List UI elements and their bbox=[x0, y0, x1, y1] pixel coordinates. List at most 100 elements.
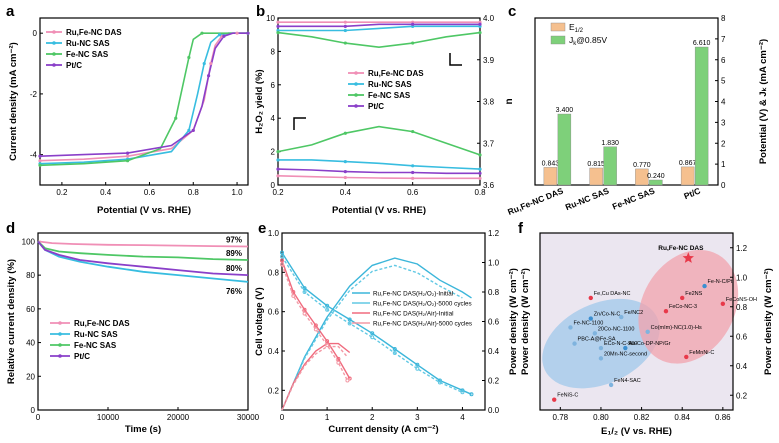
series-point bbox=[276, 150, 280, 154]
legend-marker bbox=[354, 71, 358, 75]
x-tick-label: 0.82 bbox=[634, 413, 650, 422]
y-tick-label: 1.0 bbox=[268, 229, 280, 238]
series-point bbox=[276, 174, 280, 178]
legend-marker bbox=[354, 82, 358, 86]
series-line-3 bbox=[39, 32, 248, 157]
series-point bbox=[343, 175, 347, 180]
series-point bbox=[313, 327, 318, 332]
x-tick-label: 0.84 bbox=[674, 413, 690, 422]
series-point bbox=[478, 167, 482, 171]
y-tick-label: 60 bbox=[26, 305, 35, 314]
y-tick-label: 0 bbox=[271, 181, 276, 190]
x-tick-label: 20000 bbox=[167, 413, 190, 422]
series-point bbox=[325, 307, 330, 312]
series-point bbox=[38, 163, 42, 167]
x-tick-label: 0 bbox=[280, 413, 285, 422]
legend-label: Ru,Fe-NC DAS bbox=[368, 69, 424, 78]
series-point bbox=[202, 61, 206, 66]
series-point bbox=[38, 159, 42, 163]
x-tick-label: 4 bbox=[460, 413, 465, 422]
legend-label: Ru,Fe-NC DAS(H₂/O₂)-Initial bbox=[373, 291, 453, 298]
series-point bbox=[325, 339, 330, 344]
series-point bbox=[276, 167, 280, 171]
n-line-3 bbox=[278, 23, 480, 28]
point-label: Au-Co-DP-NP/Gr bbox=[628, 341, 670, 347]
series-point bbox=[415, 366, 420, 371]
y-tick-label: 0.0 bbox=[488, 406, 500, 415]
series-point bbox=[415, 362, 420, 367]
series-point bbox=[343, 160, 347, 164]
retention-label: 80% bbox=[226, 264, 242, 273]
panel-a-frame bbox=[39, 17, 249, 186]
series-point bbox=[370, 335, 375, 340]
x-tick-label: 2 bbox=[370, 413, 375, 422]
y-tick-label: 5 bbox=[721, 77, 726, 86]
series-point bbox=[125, 159, 130, 163]
point-label: FeCoNS-OH bbox=[726, 297, 757, 303]
series-point bbox=[291, 293, 296, 298]
series-point bbox=[280, 254, 284, 259]
point-label: 20Mn-NC-second bbox=[604, 351, 647, 357]
series-point bbox=[411, 41, 415, 45]
legend-label: Ru-NC SAS bbox=[66, 39, 110, 48]
legend-marker bbox=[354, 93, 358, 97]
series-point bbox=[336, 360, 341, 365]
x-axis-label: Potential (V vs. RHE) bbox=[332, 205, 426, 216]
y-tick-label: 1.0 bbox=[736, 273, 748, 282]
y-tick-label: 3 bbox=[721, 118, 726, 127]
series-line-2 bbox=[39, 32, 248, 167]
bar-1-0 bbox=[557, 113, 572, 186]
series-point bbox=[336, 356, 341, 361]
legend-label: Ru-NC SAS bbox=[74, 330, 118, 339]
point-label: Fe,Cu DAs-NC bbox=[594, 291, 631, 297]
series-point bbox=[280, 258, 284, 263]
series-point bbox=[469, 392, 474, 397]
legend-label: Pt/C bbox=[66, 61, 82, 70]
series-point bbox=[343, 131, 347, 135]
x-axis-label: Current density (A cm⁻²) bbox=[328, 424, 438, 435]
panel-e: e 0 1 2 3 4 0.2 0.4 0.6 0.8 1.0 0.0 0.2 0.4 0.6 0.8 1.0 1… bbox=[254, 220, 519, 435]
y-tick-label: 0 bbox=[33, 29, 38, 38]
y-tick-label: 0.4 bbox=[268, 347, 280, 356]
series-point bbox=[209, 61, 213, 66]
series-point bbox=[302, 286, 307, 291]
stability-line-2 bbox=[37, 240, 249, 261]
legend-label: Jk@0.85V bbox=[569, 35, 607, 47]
voltage-line-1 bbox=[281, 256, 463, 393]
x-tick-label: 1.0 bbox=[231, 188, 243, 197]
series-point bbox=[276, 158, 280, 162]
series-point bbox=[191, 128, 195, 132]
legend-subscript: k bbox=[573, 41, 577, 47]
h2o2-line-2 bbox=[277, 125, 481, 156]
y-tick-label: 1 bbox=[721, 160, 726, 169]
legend-subscript: 1/2 bbox=[575, 28, 584, 34]
x-axis-label: E₁/₂ (V vs. RHE) bbox=[601, 426, 672, 437]
bar-value-label: 1.830 bbox=[601, 140, 619, 147]
y-tick-label: 0.6 bbox=[488, 318, 500, 327]
bar-0-3 bbox=[680, 166, 695, 186]
series-point bbox=[437, 378, 442, 383]
n-line-2 bbox=[277, 31, 481, 49]
stability-line-0 bbox=[37, 240, 249, 248]
legend-text: E bbox=[569, 22, 575, 32]
y-axis-label: Current density (mA cm⁻²) bbox=[8, 42, 19, 161]
series-point bbox=[325, 303, 330, 308]
x-tick-label: 0.78 bbox=[553, 413, 569, 422]
retention-label: 76% bbox=[226, 287, 242, 296]
panel-letter: d bbox=[6, 220, 15, 237]
panel-letter: f bbox=[518, 220, 524, 237]
star-icon bbox=[682, 252, 694, 263]
y-tick-label: 0 bbox=[31, 406, 36, 415]
series-point bbox=[478, 171, 482, 175]
bar-value-label: 0.843 bbox=[542, 160, 560, 167]
y-tick-label: 4.0 bbox=[483, 14, 495, 23]
series-point bbox=[437, 380, 442, 385]
legend-label: Ru,Fe-NC DAS(H₂/O₂)-5000 cycles bbox=[373, 301, 472, 308]
series-line-1 bbox=[39, 32, 248, 165]
bar-1-2 bbox=[649, 179, 663, 186]
series-point bbox=[38, 154, 42, 158]
series-point bbox=[343, 170, 347, 174]
y-tick-label: 40 bbox=[26, 339, 35, 348]
x-tick-label: 0.4 bbox=[340, 188, 352, 197]
point-label: PBC-A@Fe-SA bbox=[578, 337, 616, 343]
